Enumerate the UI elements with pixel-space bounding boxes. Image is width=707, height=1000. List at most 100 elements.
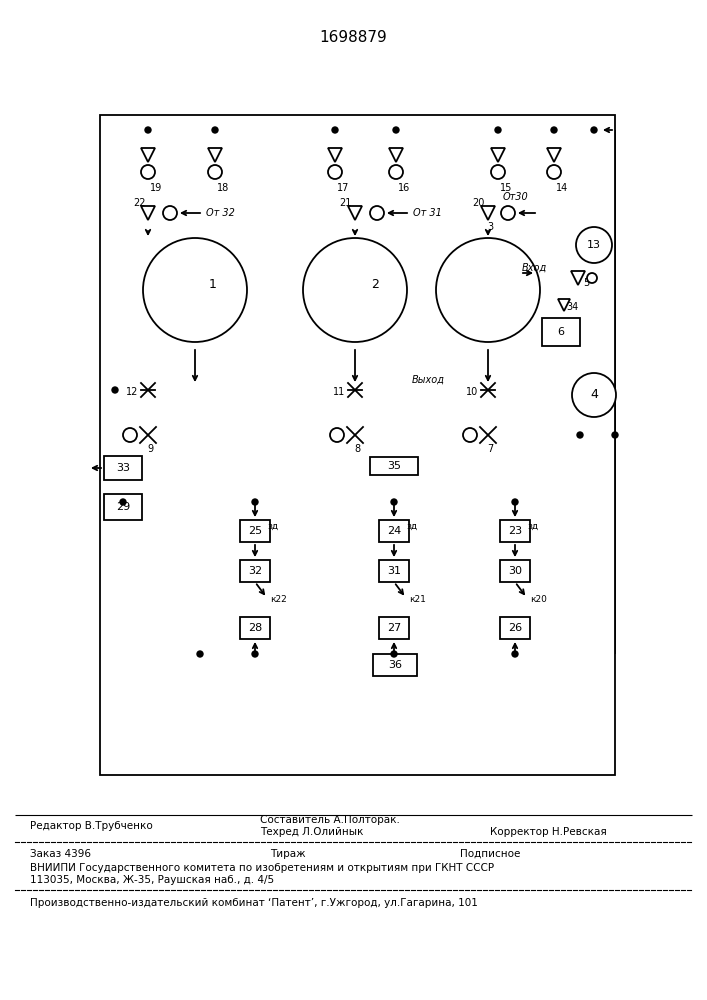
Bar — [379, 617, 409, 639]
Bar — [379, 560, 409, 582]
Text: 10: 10 — [466, 387, 478, 397]
Text: Выход: Выход — [411, 375, 445, 385]
Bar — [500, 617, 530, 639]
Bar — [373, 654, 417, 676]
Text: зд: зд — [267, 522, 279, 530]
Text: 12: 12 — [126, 387, 138, 397]
Text: Техред Л.Олийнык: Техред Л.Олийнык — [260, 827, 363, 837]
Text: ВНИИПИ Государственного комитета по изобретениям и открытиям при ГКНТ СССР: ВНИИПИ Государственного комитета по изоб… — [30, 863, 494, 873]
Bar — [240, 520, 270, 542]
Bar — [370, 457, 418, 475]
Circle shape — [436, 238, 540, 342]
Bar — [240, 617, 270, 639]
Circle shape — [330, 428, 344, 442]
Circle shape — [393, 127, 399, 133]
Circle shape — [576, 227, 612, 263]
Circle shape — [212, 127, 218, 133]
Text: Заказ 4396: Заказ 4396 — [30, 849, 91, 859]
Text: 36: 36 — [388, 660, 402, 670]
Text: к20: к20 — [530, 595, 547, 604]
Bar — [100, 115, 615, 775]
Text: Составитель А.Полторак.: Составитель А.Полторак. — [260, 815, 400, 825]
Text: 18: 18 — [217, 183, 229, 193]
Text: Производственно-издательский комбинат ‘Патент’, г.Ужгород, ул.Гагарина, 101: Производственно-издательский комбинат ‘П… — [30, 898, 478, 908]
Text: 13: 13 — [587, 240, 601, 250]
Text: 21: 21 — [339, 198, 351, 208]
Circle shape — [163, 206, 177, 220]
Bar — [104, 456, 142, 480]
Circle shape — [389, 165, 403, 179]
Circle shape — [252, 651, 258, 657]
Text: 23: 23 — [508, 526, 522, 536]
Bar — [500, 520, 530, 542]
Text: 20: 20 — [472, 198, 484, 208]
Text: От 32: От 32 — [206, 208, 235, 218]
Text: Подписное: Подписное — [460, 849, 520, 859]
Text: 25: 25 — [248, 526, 262, 536]
Text: От30: От30 — [503, 192, 529, 202]
Text: 33: 33 — [116, 463, 130, 473]
Text: к21: к21 — [409, 595, 426, 604]
Circle shape — [370, 206, 384, 220]
Text: 8: 8 — [354, 444, 360, 454]
Text: 17: 17 — [337, 183, 349, 193]
Text: 19: 19 — [150, 183, 162, 193]
Circle shape — [551, 127, 557, 133]
Bar — [500, 560, 530, 582]
Circle shape — [463, 428, 477, 442]
Text: к22: к22 — [270, 595, 287, 604]
Text: 9: 9 — [147, 444, 153, 454]
Bar — [542, 318, 580, 346]
Text: 1698879: 1698879 — [319, 30, 387, 45]
Text: 1: 1 — [209, 278, 217, 292]
Circle shape — [252, 499, 258, 505]
Circle shape — [612, 432, 618, 438]
Text: 2: 2 — [371, 278, 379, 292]
Text: 28: 28 — [248, 623, 262, 633]
Text: 15: 15 — [500, 183, 513, 193]
Circle shape — [208, 165, 222, 179]
Circle shape — [123, 428, 137, 442]
Text: 4: 4 — [590, 388, 598, 401]
Text: 6: 6 — [558, 327, 564, 337]
Circle shape — [501, 206, 515, 220]
Circle shape — [577, 432, 583, 438]
Text: От 31: От 31 — [413, 208, 442, 218]
Circle shape — [143, 238, 247, 342]
Circle shape — [391, 651, 397, 657]
Text: зд: зд — [527, 522, 539, 530]
Circle shape — [547, 165, 561, 179]
Text: 14: 14 — [556, 183, 568, 193]
Circle shape — [141, 165, 155, 179]
Circle shape — [112, 387, 118, 393]
Circle shape — [572, 373, 616, 417]
Text: 29: 29 — [116, 502, 130, 512]
Text: зд: зд — [407, 522, 418, 530]
Circle shape — [145, 127, 151, 133]
Circle shape — [120, 499, 126, 505]
Circle shape — [495, 127, 501, 133]
Circle shape — [328, 165, 342, 179]
Text: Корректор Н.Ревская: Корректор Н.Ревская — [490, 827, 607, 837]
Circle shape — [391, 499, 397, 505]
Text: 30: 30 — [508, 566, 522, 576]
Text: Редактор В.Трубченко: Редактор В.Трубченко — [30, 821, 153, 831]
Text: 22: 22 — [134, 198, 146, 208]
Text: 35: 35 — [387, 461, 401, 471]
Text: 113035, Москва, Ж-35, Раушская наб., д. 4/5: 113035, Москва, Ж-35, Раушская наб., д. … — [30, 875, 274, 885]
Circle shape — [197, 651, 203, 657]
Circle shape — [587, 273, 597, 283]
Bar — [104, 494, 142, 520]
Bar — [379, 520, 409, 542]
Text: Тираж: Тираж — [270, 849, 305, 859]
Text: 16: 16 — [398, 183, 410, 193]
Text: 3: 3 — [487, 222, 493, 232]
Circle shape — [512, 499, 518, 505]
Circle shape — [303, 238, 407, 342]
Circle shape — [512, 651, 518, 657]
Circle shape — [491, 165, 505, 179]
Bar — [240, 560, 270, 582]
Text: 11: 11 — [333, 387, 345, 397]
Text: 7: 7 — [487, 444, 493, 454]
Circle shape — [332, 127, 338, 133]
